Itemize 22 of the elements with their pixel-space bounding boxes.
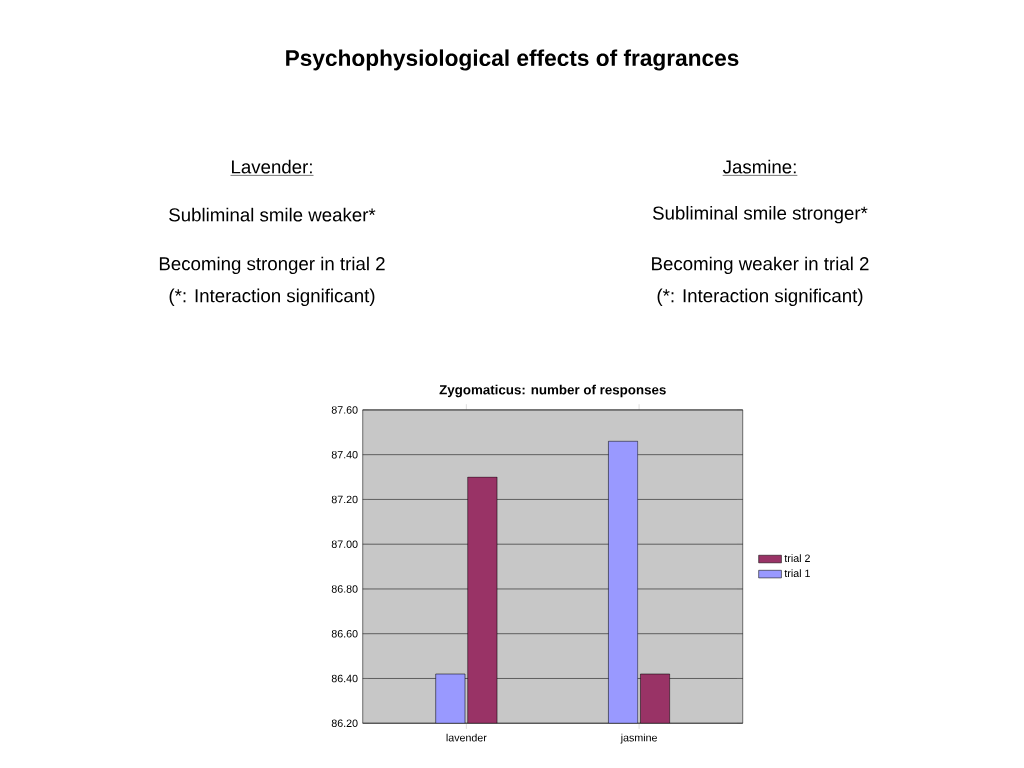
y-tick-label: 86.40 — [331, 674, 358, 683]
y-tick-label: 86.80 — [331, 585, 358, 593]
y-tick-label: 86.60 — [331, 629, 358, 638]
text: (*: Interaction significant) — [657, 288, 863, 307]
text: Subliminal smile stronger* — [652, 205, 868, 224]
legend-label: trial 2 — [784, 554, 810, 563]
legend-label: trial 1 — [784, 569, 810, 578]
y-tick-label: 87.00 — [331, 540, 358, 548]
text: Psychophysiological effects of fragrances — [286, 49, 739, 71]
y-tick-label: 87.60 — [331, 406, 358, 414]
y-tick-label: 87.40 — [331, 450, 358, 459]
text: (*: Interaction significant) — [169, 288, 375, 307]
chart-title: Zygomaticus: number of responses — [439, 384, 666, 398]
text: Jasmine: — [722, 159, 796, 174]
x-tick-label: jasmine — [620, 733, 657, 744]
text: Subliminal smile weaker* — [169, 207, 376, 222]
text: Lavender: — [232, 159, 312, 174]
y-tick-label: 87.20 — [331, 495, 358, 504]
x-tick-label: lavender — [446, 733, 487, 742]
text: Becoming weaker in trial 2 — [652, 256, 869, 275]
y-tick-label: 86.20 — [331, 719, 358, 728]
text: Becoming stronger in trial 2 — [159, 256, 385, 275]
